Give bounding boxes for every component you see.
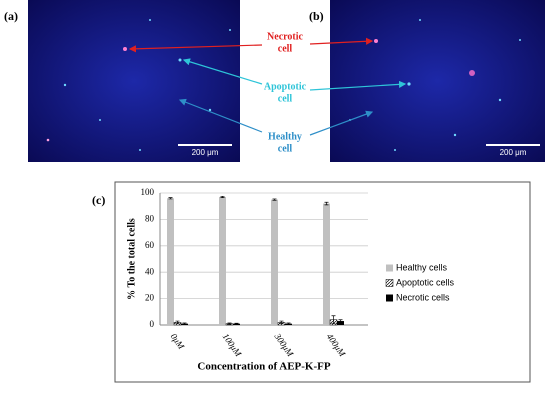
error-bar xyxy=(272,198,277,201)
y-axis-label: % To the total cells xyxy=(126,218,137,300)
chart-frame xyxy=(114,181,531,383)
y-tick-label: 20 xyxy=(145,293,155,303)
y-tick-label: 100 xyxy=(141,187,155,197)
annotation: Necrotic xyxy=(267,31,303,42)
error-bar xyxy=(338,319,343,323)
bar xyxy=(219,196,226,325)
legend-label: Healthy cells xyxy=(396,262,448,272)
error-bar xyxy=(286,322,291,325)
arrow xyxy=(178,98,263,133)
error-bar xyxy=(175,320,180,325)
micrograph-a xyxy=(28,0,240,162)
annotation: cell xyxy=(278,93,293,104)
error-bar xyxy=(227,322,232,325)
panel-label: (c) xyxy=(92,193,105,207)
error-bar xyxy=(234,322,239,325)
arrow xyxy=(309,80,407,91)
micrograph-b xyxy=(330,0,545,162)
y-tick-label: 80 xyxy=(145,213,155,223)
legend-swatch xyxy=(386,294,393,302)
legend-swatch xyxy=(385,279,394,287)
arrow xyxy=(128,44,263,53)
y-tick-label: 40 xyxy=(145,266,155,276)
legend-swatch xyxy=(386,264,393,272)
bar xyxy=(323,203,330,325)
bar xyxy=(337,321,344,325)
y-tick-label: 0 xyxy=(150,319,155,329)
error-bar xyxy=(279,320,284,325)
y-tick-label: 60 xyxy=(145,240,155,250)
arrow xyxy=(309,110,374,136)
legend-label: Necrotic cells xyxy=(396,292,450,302)
bar xyxy=(271,199,278,325)
legend-label: Apoptotic cells xyxy=(396,277,455,287)
error-bar xyxy=(182,322,187,325)
annotation: cell xyxy=(278,43,293,54)
panel-label: (a) xyxy=(4,9,18,23)
annotation: Healthy xyxy=(268,131,302,142)
scale-label: 200 μm xyxy=(500,148,527,157)
panel-label: (b) xyxy=(309,9,324,23)
bar xyxy=(167,198,174,325)
error-bar xyxy=(168,197,173,200)
error-bar xyxy=(331,315,336,325)
error-bar xyxy=(220,195,225,198)
error-bar xyxy=(324,201,329,206)
arrow xyxy=(182,58,263,85)
annotation: cell xyxy=(278,143,293,154)
x-axis-label: Concentration of AEP-K-FP xyxy=(197,361,330,373)
annotation: Apoptotic xyxy=(264,81,307,92)
scale-label: 200 μm xyxy=(192,148,219,157)
arrow xyxy=(309,37,374,45)
